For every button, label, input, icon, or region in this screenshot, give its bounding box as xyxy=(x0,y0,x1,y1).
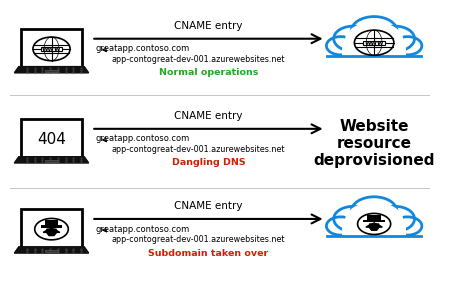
Text: app-contogreat-dev-001.azurewebsites.net: app-contogreat-dev-001.azurewebsites.net xyxy=(111,235,285,244)
Text: app-contogreat-dev-001.azurewebsites.net: app-contogreat-dev-001.azurewebsites.net xyxy=(111,145,285,154)
Polygon shape xyxy=(43,228,60,235)
Text: greatapp.contoso.com: greatapp.contoso.com xyxy=(96,225,190,233)
Circle shape xyxy=(351,197,397,226)
Text: CNAME entry: CNAME entry xyxy=(174,111,243,121)
FancyBboxPatch shape xyxy=(21,29,82,68)
FancyBboxPatch shape xyxy=(368,215,381,220)
FancyBboxPatch shape xyxy=(26,32,77,65)
FancyBboxPatch shape xyxy=(26,212,77,245)
FancyBboxPatch shape xyxy=(26,122,77,155)
FancyBboxPatch shape xyxy=(45,250,58,252)
Text: Subdomain taken over: Subdomain taken over xyxy=(148,248,269,258)
Bar xyxy=(342,44,406,56)
Circle shape xyxy=(334,206,373,231)
Polygon shape xyxy=(366,223,382,230)
Polygon shape xyxy=(368,224,373,229)
Polygon shape xyxy=(14,157,89,163)
FancyBboxPatch shape xyxy=(41,47,62,51)
Circle shape xyxy=(346,22,403,59)
Text: greatapp.contoso.com: greatapp.contoso.com xyxy=(96,44,190,53)
Text: Normal operations: Normal operations xyxy=(159,68,258,77)
Circle shape xyxy=(375,206,414,231)
Polygon shape xyxy=(375,224,380,229)
FancyBboxPatch shape xyxy=(363,40,385,45)
Circle shape xyxy=(351,16,397,46)
Polygon shape xyxy=(14,67,89,73)
Text: CNAME entry: CNAME entry xyxy=(174,201,243,211)
FancyBboxPatch shape xyxy=(363,220,385,222)
Bar xyxy=(342,224,406,236)
Bar xyxy=(327,225,421,236)
Text: 404: 404 xyxy=(37,132,66,147)
Circle shape xyxy=(393,37,422,55)
Circle shape xyxy=(375,26,414,51)
Polygon shape xyxy=(14,247,89,253)
Text: Website
resource
deprovisioned: Website resource deprovisioned xyxy=(313,119,435,168)
Circle shape xyxy=(326,217,355,235)
Text: app-contogreat-dev-001.azurewebsites.net: app-contogreat-dev-001.azurewebsites.net xyxy=(111,55,285,64)
Polygon shape xyxy=(45,229,50,234)
Circle shape xyxy=(326,37,355,55)
FancyBboxPatch shape xyxy=(21,119,82,158)
FancyBboxPatch shape xyxy=(45,160,58,162)
FancyBboxPatch shape xyxy=(21,209,82,248)
Circle shape xyxy=(346,203,403,239)
FancyBboxPatch shape xyxy=(45,220,58,226)
Text: www: www xyxy=(42,46,61,52)
Text: CNAME entry: CNAME entry xyxy=(174,21,243,31)
Text: greatapp.contoso.com: greatapp.contoso.com xyxy=(96,134,190,143)
FancyBboxPatch shape xyxy=(40,225,63,228)
Bar xyxy=(327,45,421,56)
Circle shape xyxy=(393,217,422,235)
Text: www: www xyxy=(364,40,384,46)
FancyBboxPatch shape xyxy=(45,70,58,72)
Circle shape xyxy=(334,26,373,51)
Polygon shape xyxy=(53,229,58,234)
Text: Dangling DNS: Dangling DNS xyxy=(171,158,245,168)
